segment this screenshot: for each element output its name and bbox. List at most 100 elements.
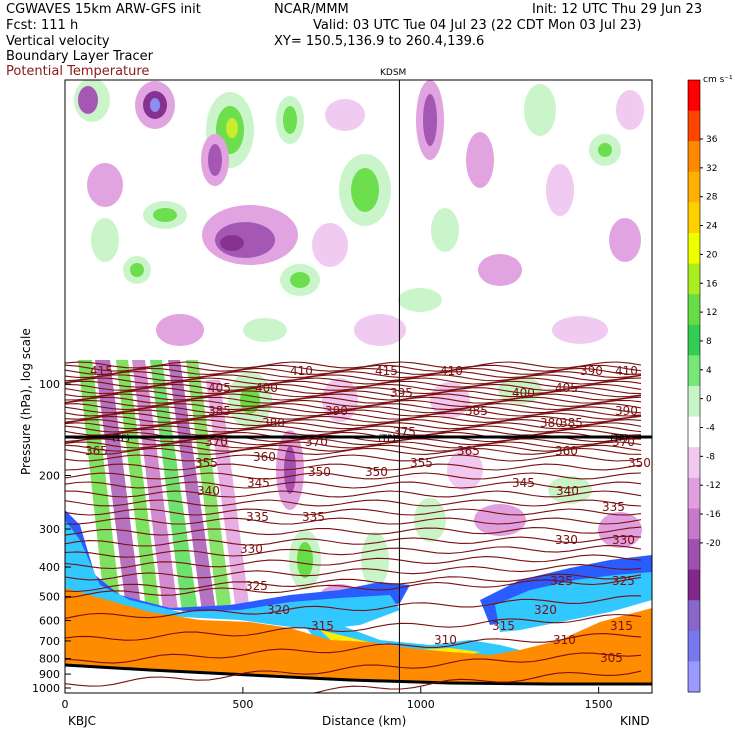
plot-area: 415 410 415 410 390 410 405 400 405 395 400 385 390 3… xyxy=(65,80,652,693)
tropopause-label-left: (TP) xyxy=(112,434,130,444)
tropopause-label-right: (TP) xyxy=(610,434,628,444)
theta-label: 350 xyxy=(365,465,388,479)
theta-label: 345 xyxy=(247,476,270,490)
theta-label: 325 xyxy=(612,574,635,588)
colorbar-swatch xyxy=(688,661,700,693)
theta-label: 310 xyxy=(434,633,457,647)
isentrope-line xyxy=(65,652,642,687)
isentrope-line xyxy=(65,406,642,414)
colorbar-swatch xyxy=(688,80,700,112)
isentrope-line xyxy=(65,573,642,593)
isentrope-line xyxy=(65,454,642,462)
colorbar-swatch xyxy=(688,508,700,540)
theta-labels: 415 410 415 410 390 410 405 400 405 395 400 385 390 3… xyxy=(85,364,651,665)
y-tick-label: 800 xyxy=(39,653,60,666)
right-station-label: KIND xyxy=(620,714,650,728)
y-tick-label: 600 xyxy=(39,615,60,628)
isentrope-line xyxy=(65,554,642,570)
theta-label: 315 xyxy=(311,619,334,633)
theta-label: 410 xyxy=(615,364,638,378)
colorbar-swatch xyxy=(688,233,700,265)
theta-label: 415 xyxy=(90,364,113,378)
colorbar-tick-label: -4 xyxy=(706,424,715,434)
theta-label: 325 xyxy=(245,579,268,593)
theta-label: 305 xyxy=(600,651,623,665)
isentrope-line xyxy=(65,422,642,430)
theta-label: 385 xyxy=(465,404,488,418)
isentrope-line xyxy=(65,374,642,382)
colorbar-tick-label: 24 xyxy=(706,222,718,232)
isentrope-line xyxy=(65,371,642,379)
theta-label: 320 xyxy=(534,603,557,617)
y-tick-label: 700 xyxy=(39,635,60,648)
theta-label: 415 xyxy=(375,364,398,378)
plot-frame xyxy=(64,79,653,694)
theta-label: 395 xyxy=(390,386,413,400)
y-tick-label: 100 xyxy=(39,378,60,391)
colorbar-tick-label: 8 xyxy=(706,337,712,347)
colorbar-swatch xyxy=(688,324,700,356)
isentrope-line xyxy=(65,508,642,516)
colorbar-tick-label: 28 xyxy=(706,193,718,203)
theta-label: 310 xyxy=(553,633,576,647)
colorbar-tick-label: -8 xyxy=(706,452,715,462)
theta-label: 335 xyxy=(246,510,269,524)
theta-label: 380 xyxy=(540,416,563,430)
theta-label: 315 xyxy=(492,619,515,633)
theta-label: 320 xyxy=(267,603,290,617)
below-ground xyxy=(65,665,652,693)
x-tick-label: 1500 xyxy=(585,698,613,711)
theta-label: 325 xyxy=(550,574,573,588)
forecast-hour: Fcst: 111 h xyxy=(6,18,79,33)
y-tick-label: 900 xyxy=(39,668,60,681)
colorbar-swatch xyxy=(688,630,700,662)
theta-label: 400 xyxy=(255,381,278,395)
isentrope-line xyxy=(65,396,642,404)
theta-label: 405 xyxy=(208,381,231,395)
theta-label: 355 xyxy=(410,456,433,470)
y-axis-title: Pressure (hPa), log scale xyxy=(19,328,33,475)
y-tick-label: 1000 xyxy=(32,682,60,695)
colorbar-unit: cm s⁻¹ xyxy=(703,75,733,85)
isentrope-line xyxy=(65,545,642,558)
isentrope-line xyxy=(65,361,642,369)
isentropes xyxy=(65,361,642,693)
y-tick-label: 500 xyxy=(39,590,60,603)
colorbar-swatch xyxy=(688,477,700,509)
isentrope-line xyxy=(65,613,642,641)
x-axis-title: Distance (km) xyxy=(322,714,406,728)
isentrope-line xyxy=(65,415,642,423)
isentrope-line xyxy=(65,490,642,498)
theta-label: 365 xyxy=(457,444,480,458)
vertical-velocity-shading xyxy=(74,80,644,346)
colorbar-swatch xyxy=(688,447,700,479)
isentrope-line xyxy=(65,425,642,433)
y-tick-label: 400 xyxy=(39,561,60,574)
theta-label: 390 xyxy=(615,404,638,418)
isentrope-line xyxy=(65,409,642,417)
field-potential-temperature: Potential Temperature xyxy=(6,64,150,79)
colorbar-swatch xyxy=(688,263,700,295)
isentrope-line xyxy=(65,390,642,398)
isentrope-line xyxy=(65,463,642,471)
org-label: NCAR/MMM xyxy=(274,2,349,17)
colorbar-swatch xyxy=(688,355,700,387)
colorbar-swatch xyxy=(688,141,700,173)
xy-coordinates: XY= 150.5,136.9 to 260.4,139.6 xyxy=(274,34,485,49)
theta-label: 340 xyxy=(197,484,220,498)
isentrope-line xyxy=(65,447,642,455)
theta-label: 330 xyxy=(240,542,263,556)
x-tick-label: 0 xyxy=(62,698,69,711)
theta-label: 370 xyxy=(305,435,328,449)
isentrope-line xyxy=(65,564,642,581)
x-tick-label: 1000 xyxy=(407,698,435,711)
colorbar-tick-label: 16 xyxy=(706,279,718,289)
y-tick-label: 300 xyxy=(39,523,60,536)
colorbar-tick-label: 32 xyxy=(706,164,717,174)
theta-label: 330 xyxy=(555,533,578,547)
theta-label: 315 xyxy=(610,619,633,633)
colorbar-tick-label: 0 xyxy=(706,395,712,405)
isentrope-line xyxy=(65,535,642,547)
theta-label: 365 xyxy=(85,444,108,458)
